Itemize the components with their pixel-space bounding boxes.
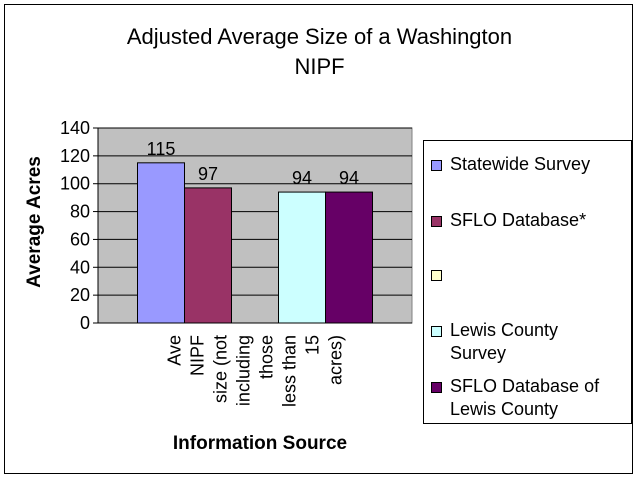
bar [325, 191, 373, 324]
legend-swatch [431, 270, 442, 281]
y-tick-label: 80 [70, 202, 90, 222]
legend-item [424, 263, 633, 281]
data-label: 97 [198, 164, 218, 184]
x-tick-label-line: acres) [326, 335, 346, 385]
data-label: 94 [292, 168, 312, 188]
legend-label: Statewide Survey [450, 154, 591, 174]
bar [137, 162, 185, 324]
x-tick-label-line: NIPF [188, 335, 208, 376]
x-tick-label-line: including [234, 335, 254, 406]
y-tick-label: 20 [70, 285, 90, 305]
x-tick-label-line: less than [280, 335, 300, 407]
x-tick-label-line: Ave [165, 335, 185, 366]
x-tick-label-line: those [257, 335, 277, 379]
legend-item: Lewis County Survey [424, 319, 633, 365]
legend-label: SFLO Database* [450, 210, 587, 230]
data-label: 94 [339, 168, 359, 188]
legend-swatch [431, 160, 442, 171]
y-tick-label: 100 [60, 174, 90, 194]
legend: Statewide Survey SFLO Database* Lewis Coun… [423, 140, 632, 424]
legend-swatch [431, 326, 442, 337]
legend-item: SFLO Database of Lewis County [424, 375, 633, 421]
y-tick-label: 60 [70, 229, 90, 249]
bar [184, 187, 232, 324]
legend-swatch [431, 382, 442, 393]
x-tick-label-line: 15 [303, 335, 323, 355]
chart-title: Adjusted Average Size of a Washington NI… [126, 24, 513, 79]
y-tick-label: 0 [80, 313, 90, 333]
legend-item: Statewide Survey [424, 153, 633, 176]
y-tick-label: 140 [60, 118, 90, 138]
legend-label: SFLO Database of Lewis County [450, 376, 600, 419]
legend-swatch [431, 216, 442, 227]
y-tick-label: 40 [70, 257, 90, 277]
y-tick-label: 120 [60, 146, 90, 166]
legend-item: SFLO Database* [424, 209, 633, 232]
x-axis-label: Information Source [172, 433, 348, 454]
legend-label: Lewis County Survey [450, 320, 559, 363]
bar [278, 191, 326, 324]
data-label: 115 [147, 139, 176, 159]
x-tick-label-line: size (not [211, 335, 231, 403]
